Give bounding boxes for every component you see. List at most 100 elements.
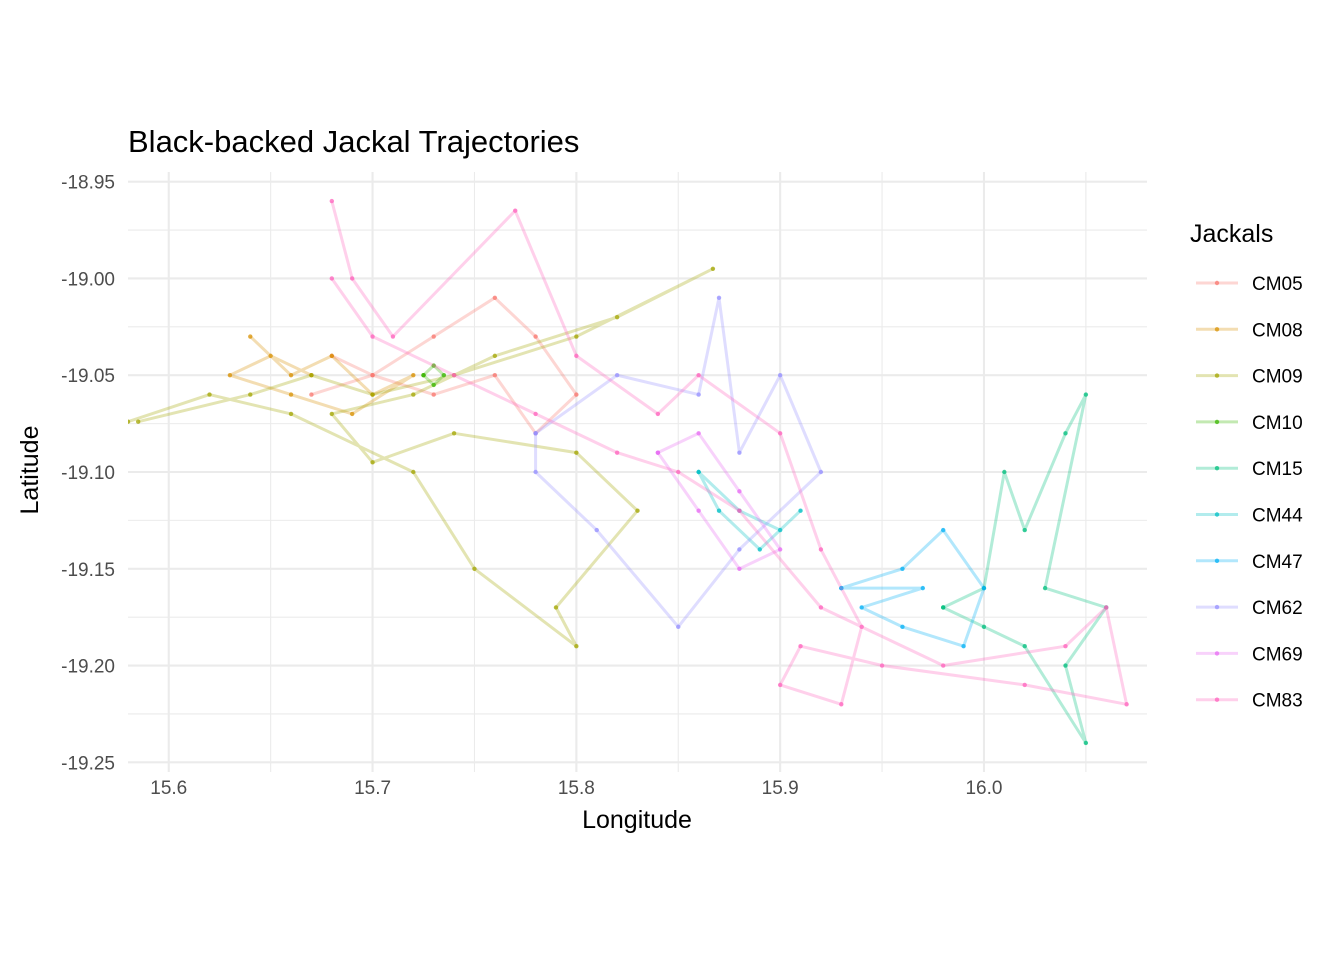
grid <box>128 172 1147 772</box>
data-point <box>737 489 742 494</box>
data-point <box>1104 605 1109 610</box>
series-cm62 <box>533 295 824 630</box>
data-point <box>696 508 701 513</box>
data-point <box>696 469 701 475</box>
data-point <box>920 585 926 591</box>
y-tick-label: -18.95 <box>61 173 115 194</box>
data-point <box>421 373 426 378</box>
data-point <box>574 334 579 339</box>
y-tick-label: -19.20 <box>61 657 115 678</box>
data-point <box>716 295 722 301</box>
data-point <box>349 276 355 281</box>
data-point <box>329 353 334 359</box>
data-point <box>309 392 314 397</box>
data-point <box>737 450 742 455</box>
data-point <box>431 363 436 368</box>
x-axis-title: Longitude <box>582 806 692 834</box>
legend-item-cm05: CM05 <box>1196 274 1303 295</box>
data-point <box>411 469 416 475</box>
trajectory-line <box>128 267 715 648</box>
legend-label: CM47 <box>1252 552 1303 573</box>
series-cm69 <box>655 431 783 571</box>
data-point <box>879 663 885 668</box>
data-point <box>1002 469 1007 475</box>
data-point <box>757 547 762 552</box>
legend-label: CM09 <box>1252 367 1303 388</box>
series-layer <box>128 198 1129 746</box>
trajectory-line <box>330 200 1129 706</box>
data-point <box>614 450 620 455</box>
legend-label: CM15 <box>1252 459 1303 480</box>
data-point <box>1083 392 1089 397</box>
legend-title: Jackals <box>1190 220 1273 248</box>
y-tick-label: -19.15 <box>61 560 115 581</box>
legend-key-point <box>1214 558 1220 563</box>
legend-item-cm09: CM09 <box>1196 367 1303 388</box>
data-point <box>370 373 375 378</box>
series-cm47 <box>839 527 987 649</box>
data-point <box>207 392 212 397</box>
legend-item-cm10: CM10 <box>1196 413 1303 434</box>
legend-key-point <box>1214 651 1220 656</box>
data-point <box>614 373 620 378</box>
data-point <box>777 527 783 533</box>
data-point <box>676 624 681 630</box>
legend-key-point <box>1214 327 1220 332</box>
series-cm83 <box>329 198 1129 707</box>
legend-key-point <box>1214 697 1220 702</box>
data-point <box>716 508 722 513</box>
data-point <box>390 334 396 339</box>
data-point <box>859 605 864 610</box>
trajectory-line <box>534 296 823 629</box>
legend-item-cm15: CM15 <box>1196 459 1303 480</box>
x-tick-label: 15.8 <box>558 778 595 799</box>
legend-label: CM62 <box>1252 598 1303 619</box>
legend-key-point <box>1214 466 1220 471</box>
data-point <box>1022 527 1027 533</box>
legend-label: CM83 <box>1252 691 1303 712</box>
data-point <box>349 411 355 417</box>
trajectory-line <box>228 335 415 416</box>
data-point <box>818 605 824 610</box>
data-point <box>737 547 742 552</box>
legend-label: CM69 <box>1252 644 1303 665</box>
data-point <box>818 547 824 552</box>
chart-title: Black-backed Jackal Trajectories <box>128 124 579 159</box>
data-point <box>533 431 538 436</box>
x-tick-label: 16.0 <box>965 778 1002 799</box>
data-point <box>941 663 946 668</box>
series-cm15 <box>941 392 1109 746</box>
data-point <box>553 605 559 610</box>
data-point <box>798 643 803 649</box>
data-point <box>798 508 803 513</box>
data-point <box>574 643 579 649</box>
x-tick-label: 15.7 <box>354 778 391 799</box>
data-point <box>574 353 579 359</box>
data-point <box>981 585 987 591</box>
data-point <box>329 411 334 417</box>
data-point <box>777 373 783 378</box>
x-tick-label: 15.9 <box>762 778 799 799</box>
data-point <box>533 334 538 339</box>
data-point <box>574 450 579 455</box>
data-point <box>370 334 375 339</box>
data-point <box>777 682 783 688</box>
data-point <box>533 411 538 417</box>
legend-label: CM05 <box>1252 274 1303 295</box>
data-point <box>1124 702 1129 707</box>
data-point <box>1063 431 1068 436</box>
data-point <box>1042 585 1048 591</box>
data-point <box>710 266 716 271</box>
data-point <box>696 431 701 436</box>
data-point <box>128 419 131 424</box>
data-point <box>248 334 253 339</box>
data-point <box>431 334 436 339</box>
data-point <box>696 392 701 397</box>
data-point <box>533 469 538 475</box>
data-point <box>777 547 783 552</box>
data-point <box>1022 643 1027 649</box>
data-point <box>135 419 141 424</box>
data-point <box>961 643 966 649</box>
data-point <box>248 392 253 397</box>
